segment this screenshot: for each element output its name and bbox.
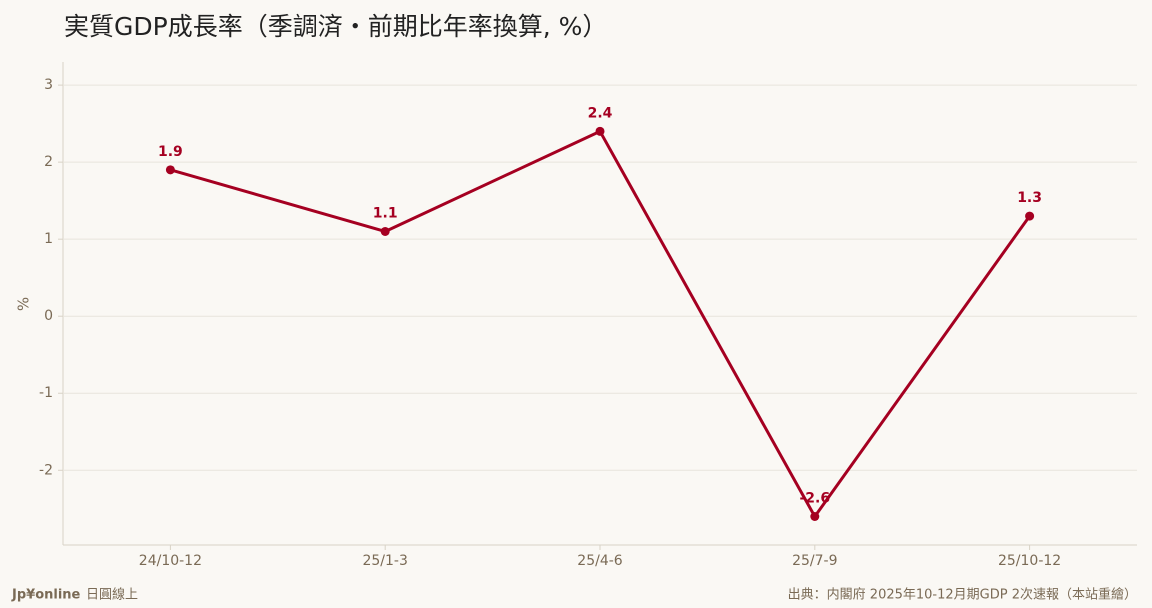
x-tick-label: 24/10-12 [139, 553, 202, 569]
data-label: 2.4 [588, 105, 613, 121]
source: 出典：内閣府 2025年10-12月期GDP 2次速報（本站重繪） [788, 587, 1137, 603]
data-label: -2.6 [799, 490, 830, 506]
y-tick-label: 0 [44, 308, 53, 324]
chart-title: 実質GDP成長率（季調済・前期比年率換算, %） [64, 12, 607, 41]
point [1025, 211, 1035, 221]
data-label: 1.1 [373, 205, 398, 221]
brand-sub: 日圓線上 [86, 587, 138, 603]
point [165, 165, 175, 175]
y-axis-label: % [15, 297, 33, 311]
point [595, 126, 605, 136]
brand: Jp¥online [11, 588, 81, 603]
x-tick-label: 25/10-12 [998, 553, 1061, 569]
x-tick-label: 25/4-6 [577, 553, 622, 569]
y-tick-label: -2 [39, 462, 53, 478]
y-tick-label: 2 [44, 154, 53, 170]
point [380, 226, 390, 236]
x-tick-label: 25/7-9 [792, 553, 837, 569]
y-tick-label: 1 [44, 231, 53, 247]
point [810, 511, 820, 521]
data-label: 1.9 [158, 144, 183, 160]
x-tick-label: 25/1-3 [362, 553, 407, 569]
data-label: 1.3 [1017, 190, 1042, 206]
y-tick-label: 3 [44, 77, 53, 93]
y-tick-label: -1 [39, 385, 53, 401]
